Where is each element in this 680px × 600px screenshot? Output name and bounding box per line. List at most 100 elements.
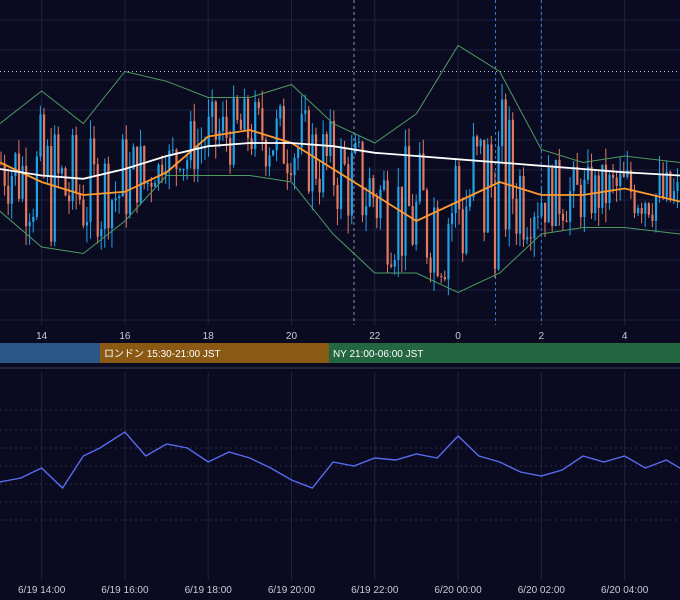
candle-body [78,192,81,200]
candle-body [483,139,486,233]
candle-body [579,184,582,218]
candle-body [343,148,346,165]
candle-body [132,146,135,170]
candle-body [32,216,35,222]
candle-body [465,206,468,254]
candle-body [508,119,511,230]
candle-body [654,194,658,221]
candle-body [314,134,318,179]
candle-body [497,146,500,270]
session-label-ny: NY 21:00-06:00 JST [333,349,423,360]
candle-body [332,121,336,186]
candle-body [136,146,139,203]
candle-body [257,101,260,109]
candle-body [565,220,568,222]
candle-body [422,153,425,191]
candle-body [386,180,389,265]
session-label-london: ロンドン 15:30-21:00 JST [104,349,221,360]
candle-body [114,198,117,201]
candle-body [82,199,85,226]
top-axis-bg [0,325,680,342]
candle-body [561,213,565,221]
candle-body [493,186,497,270]
top-axis-tick-label: 4 [622,331,628,342]
candle-body [411,206,414,245]
candle-body [361,141,364,216]
candle-body [68,195,71,202]
candle-body [454,166,457,214]
candle-body [189,121,192,161]
candle-body [17,153,21,199]
candle-body [168,150,171,172]
candle-body [665,171,668,198]
series-bb-upper [0,44,680,164]
candle-body [42,114,46,176]
candle-body [146,182,149,184]
candle-body [175,149,178,169]
candle-body [89,138,92,222]
candle-body [569,190,572,222]
candle-body [472,136,475,198]
candle-body [572,166,575,191]
candle-body [21,165,24,199]
candle-body [64,168,67,196]
candle-body [400,186,404,256]
candle-body [307,110,310,192]
candle-body [608,174,611,203]
candle-body [57,134,60,174]
candle-body [601,164,604,208]
candle-body [139,146,142,203]
candle-body [433,207,436,273]
candle-body [443,276,446,280]
bottom-axis-tick-label: 6/19 16:00 [101,585,149,596]
candle-body [637,207,640,214]
candle-body [544,202,547,223]
candle-body [551,167,554,226]
candle-body [10,175,13,204]
top-axis-tick-label: 14 [36,331,48,342]
candle-body [662,174,665,198]
candle-body [60,168,64,174]
candle-body [647,203,650,215]
session-segment-tokyo [0,343,100,363]
candle-body [125,139,128,215]
candle-body [672,191,676,201]
candle-body [347,164,350,216]
candle-body [365,206,368,216]
candle-body [382,180,386,190]
candle-body [103,163,106,230]
candle-body [669,171,672,201]
bottom-axis-tick-label: 6/19 20:00 [268,585,316,596]
candle-body [239,119,242,130]
candle-body [586,166,590,180]
candle-body [576,166,579,185]
candle-body [558,159,561,214]
candle-body [193,121,196,169]
bottom-axis-tick-label: 6/20 02:00 [518,585,566,596]
candle-body [171,149,174,151]
candle-body [118,196,121,199]
candle-body [436,207,439,276]
top-axis-tick-label: 16 [119,331,131,342]
candle-body [479,139,482,147]
candle-body [214,101,217,140]
candle-body [354,142,357,153]
bottom-axis-tick-label: 6/19 18:00 [185,585,233,596]
candle-body [511,119,514,199]
candle-body [311,134,314,192]
series-oscillator [0,431,680,490]
candle-body [75,135,78,193]
candle-body [658,174,661,195]
top-axis-tick-label: 18 [203,331,215,342]
candle-body [501,99,504,147]
candle-body [651,214,654,221]
candle-body [626,170,629,177]
candle-body [236,98,239,120]
candle-body [150,182,153,187]
candle-body [261,108,264,140]
candle-body [518,176,522,234]
candle-body [243,98,246,130]
candle-body [211,101,214,117]
